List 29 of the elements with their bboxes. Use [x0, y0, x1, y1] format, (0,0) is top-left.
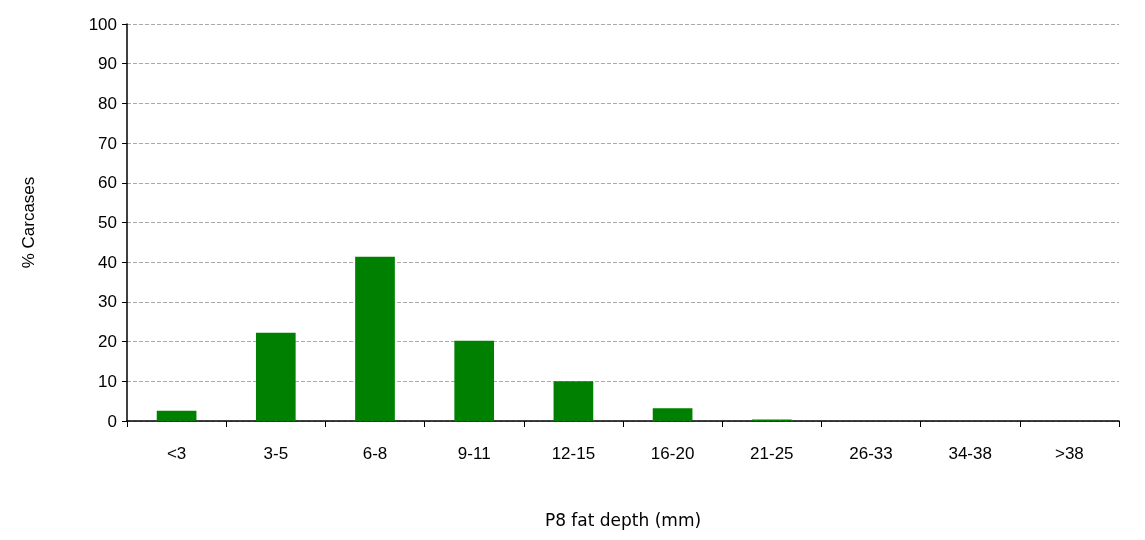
y-tick-label: 0 — [107, 411, 117, 431]
x-tick-label: 34-38 — [948, 444, 992, 463]
x-tick-label: >38 — [1054, 444, 1084, 463]
x-tick-label: 16-20 — [650, 444, 695, 463]
bar — [355, 256, 395, 421]
y-tick-label: 80 — [98, 93, 117, 113]
bar — [255, 332, 296, 421]
x-axis-title: P8 fat depth (mm) — [544, 509, 702, 530]
y-tick-label: 70 — [98, 133, 117, 153]
bar — [454, 340, 495, 421]
x-tick-label: 12-15 — [551, 444, 596, 463]
y-tick-label: 40 — [98, 252, 117, 272]
y-tick-label: 90 — [98, 54, 117, 74]
x-tick-label: 9-11 — [457, 444, 491, 463]
y-tick-label: 60 — [98, 173, 117, 193]
y-tick-label: 30 — [98, 292, 117, 312]
x-tick-label: <3 — [166, 444, 187, 463]
y-tick-label: 100 — [88, 14, 117, 34]
y-tick-label: 50 — [98, 213, 117, 232]
y-axis-title: % Carcases — [19, 176, 38, 269]
bar — [156, 410, 197, 421]
x-tick-label: 3-5 — [263, 444, 289, 463]
x-tick-label: 6-8 — [362, 444, 388, 463]
x-tick-label: 26-33 — [849, 444, 893, 463]
bar — [652, 408, 693, 421]
y-tick-label: 20 — [98, 332, 117, 352]
x-tick-label: 21-25 — [750, 444, 794, 463]
bar — [553, 381, 594, 421]
y-tick-label: 10 — [98, 371, 117, 391]
